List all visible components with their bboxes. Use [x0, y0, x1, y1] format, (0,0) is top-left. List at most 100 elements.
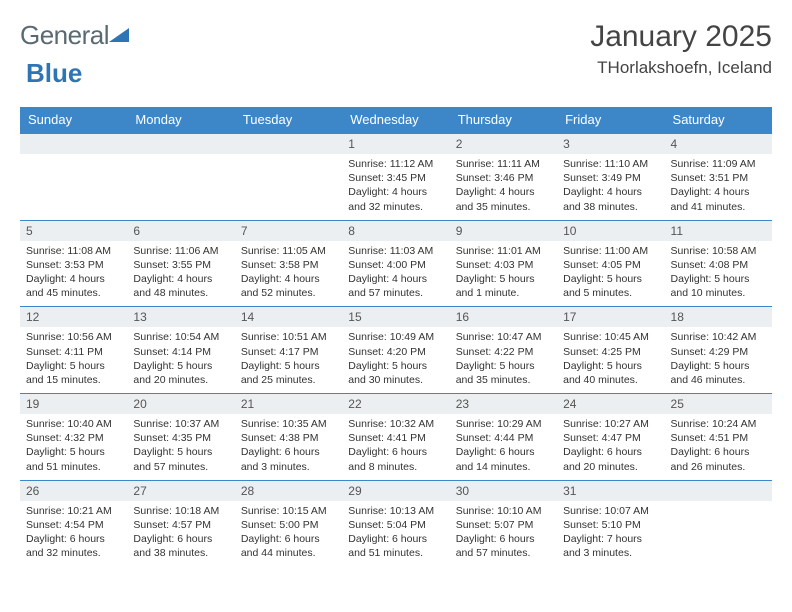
day-details: Sunrise: 10:13 AMSunset: 5:04 PMDaylight…: [342, 501, 449, 567]
day-number: 16: [450, 307, 557, 327]
day-number: 5: [20, 221, 127, 241]
calendar-cell: 21Sunrise: 10:35 AMSunset: 4:38 PMDaylig…: [235, 394, 342, 481]
calendar-cell: 18Sunrise: 10:42 AMSunset: 4:29 PMDaylig…: [665, 307, 772, 394]
weekday-header-row: Sunday Monday Tuesday Wednesday Thursday…: [20, 107, 772, 134]
day-details: Sunrise: 10:10 AMSunset: 5:07 PMDaylight…: [450, 501, 557, 567]
day-number: 12: [20, 307, 127, 327]
day-number: 17: [557, 307, 664, 327]
calendar-cell: [20, 134, 127, 221]
calendar-cell: 15Sunrise: 10:49 AMSunset: 4:20 PMDaylig…: [342, 307, 449, 394]
calendar-cell: 4Sunrise: 11:09 AMSunset: 3:51 PMDayligh…: [665, 134, 772, 221]
day-details: Sunrise: 11:11 AMSunset: 3:46 PMDaylight…: [450, 154, 557, 220]
day-number: 3: [557, 134, 664, 154]
calendar-cell: 10Sunrise: 11:00 AMSunset: 4:05 PMDaylig…: [557, 220, 664, 307]
calendar-cell: 5Sunrise: 11:08 AMSunset: 3:53 PMDayligh…: [20, 220, 127, 307]
day-number: [665, 481, 772, 501]
day-number: [235, 134, 342, 154]
day-details: Sunrise: 10:54 AMSunset: 4:14 PMDaylight…: [127, 327, 234, 393]
calendar-row: 12Sunrise: 10:56 AMSunset: 4:11 PMDaylig…: [20, 307, 772, 394]
day-details: Sunrise: 11:06 AMSunset: 3:55 PMDaylight…: [127, 241, 234, 307]
calendar-cell: 7Sunrise: 11:05 AMSunset: 3:58 PMDayligh…: [235, 220, 342, 307]
weekday-header: Saturday: [665, 107, 772, 134]
day-number: 18: [665, 307, 772, 327]
calendar-cell: 24Sunrise: 10:27 AMSunset: 4:47 PMDaylig…: [557, 394, 664, 481]
day-details: Sunrise: 11:00 AMSunset: 4:05 PMDaylight…: [557, 241, 664, 307]
day-number: 29: [342, 481, 449, 501]
calendar-cell: 14Sunrise: 10:51 AMSunset: 4:17 PMDaylig…: [235, 307, 342, 394]
day-details: Sunrise: 10:45 AMSunset: 4:25 PMDaylight…: [557, 327, 664, 393]
day-details: Sunrise: 11:12 AMSunset: 3:45 PMDaylight…: [342, 154, 449, 220]
day-number: 1: [342, 134, 449, 154]
calendar-cell: [127, 134, 234, 221]
day-details: Sunrise: 10:35 AMSunset: 4:38 PMDaylight…: [235, 414, 342, 480]
day-details: Sunrise: 10:15 AMSunset: 5:00 PMDaylight…: [235, 501, 342, 567]
day-number: 26: [20, 481, 127, 501]
calendar-cell: 29Sunrise: 10:13 AMSunset: 5:04 PMDaylig…: [342, 480, 449, 566]
calendar-cell: 30Sunrise: 10:10 AMSunset: 5:07 PMDaylig…: [450, 480, 557, 566]
day-number: 19: [20, 394, 127, 414]
day-number: 6: [127, 221, 234, 241]
calendar-row: 19Sunrise: 10:40 AMSunset: 4:32 PMDaylig…: [20, 394, 772, 481]
calendar-cell: 20Sunrise: 10:37 AMSunset: 4:35 PMDaylig…: [127, 394, 234, 481]
brand-word-1: General: [20, 20, 109, 51]
calendar-cell: 27Sunrise: 10:18 AMSunset: 4:57 PMDaylig…: [127, 480, 234, 566]
day-number: [20, 134, 127, 154]
day-number: 13: [127, 307, 234, 327]
day-details: Sunrise: 10:24 AMSunset: 4:51 PMDaylight…: [665, 414, 772, 480]
day-number: 28: [235, 481, 342, 501]
calendar-cell: 25Sunrise: 10:24 AMSunset: 4:51 PMDaylig…: [665, 394, 772, 481]
weekday-header: Monday: [127, 107, 234, 134]
day-number: 8: [342, 221, 449, 241]
brand-logo: General: [20, 20, 133, 51]
calendar-cell: 11Sunrise: 10:58 AMSunset: 4:08 PMDaylig…: [665, 220, 772, 307]
day-details: Sunrise: 10:40 AMSunset: 4:32 PMDaylight…: [20, 414, 127, 480]
weekday-header: Thursday: [450, 107, 557, 134]
day-details: Sunrise: 10:37 AMSunset: 4:35 PMDaylight…: [127, 414, 234, 480]
calendar-cell: 28Sunrise: 10:15 AMSunset: 5:00 PMDaylig…: [235, 480, 342, 566]
weekday-header: Wednesday: [342, 107, 449, 134]
day-details: Sunrise: 10:42 AMSunset: 4:29 PMDaylight…: [665, 327, 772, 393]
day-details: Sunrise: 11:03 AMSunset: 4:00 PMDaylight…: [342, 241, 449, 307]
calendar-cell: 2Sunrise: 11:11 AMSunset: 3:46 PMDayligh…: [450, 134, 557, 221]
day-number: 4: [665, 134, 772, 154]
day-number: 24: [557, 394, 664, 414]
day-number: 27: [127, 481, 234, 501]
day-details: Sunrise: 10:27 AMSunset: 4:47 PMDaylight…: [557, 414, 664, 480]
day-details: Sunrise: 10:49 AMSunset: 4:20 PMDaylight…: [342, 327, 449, 393]
calendar-cell: 31Sunrise: 10:07 AMSunset: 5:10 PMDaylig…: [557, 480, 664, 566]
day-number: 25: [665, 394, 772, 414]
day-details: Sunrise: 11:01 AMSunset: 4:03 PMDaylight…: [450, 241, 557, 307]
calendar-cell: 9Sunrise: 11:01 AMSunset: 4:03 PMDayligh…: [450, 220, 557, 307]
calendar-cell: 8Sunrise: 11:03 AMSunset: 4:00 PMDayligh…: [342, 220, 449, 307]
month-title: January 2025: [590, 20, 772, 54]
day-details: Sunrise: 10:51 AMSunset: 4:17 PMDaylight…: [235, 327, 342, 393]
day-details: Sunrise: 11:05 AMSunset: 3:58 PMDaylight…: [235, 241, 342, 307]
calendar-row: 5Sunrise: 11:08 AMSunset: 3:53 PMDayligh…: [20, 220, 772, 307]
calendar-row: 26Sunrise: 10:21 AMSunset: 4:54 PMDaylig…: [20, 480, 772, 566]
day-number: [127, 134, 234, 154]
day-details: Sunrise: 10:29 AMSunset: 4:44 PMDaylight…: [450, 414, 557, 480]
day-number: 11: [665, 221, 772, 241]
day-details: Sunrise: 10:32 AMSunset: 4:41 PMDaylight…: [342, 414, 449, 480]
calendar-cell: 3Sunrise: 11:10 AMSunset: 3:49 PMDayligh…: [557, 134, 664, 221]
day-number: 20: [127, 394, 234, 414]
day-number: 10: [557, 221, 664, 241]
brand-triangle-icon: [111, 20, 131, 51]
calendar-cell: 13Sunrise: 10:54 AMSunset: 4:14 PMDaylig…: [127, 307, 234, 394]
calendar-cell: 12Sunrise: 10:56 AMSunset: 4:11 PMDaylig…: [20, 307, 127, 394]
weekday-header: Tuesday: [235, 107, 342, 134]
day-number: 14: [235, 307, 342, 327]
calendar-cell: 17Sunrise: 10:45 AMSunset: 4:25 PMDaylig…: [557, 307, 664, 394]
calendar-table: Sunday Monday Tuesday Wednesday Thursday…: [20, 107, 772, 566]
day-details: Sunrise: 10:58 AMSunset: 4:08 PMDaylight…: [665, 241, 772, 307]
day-number: 2: [450, 134, 557, 154]
day-details: Sunrise: 10:07 AMSunset: 5:10 PMDaylight…: [557, 501, 664, 567]
day-number: 15: [342, 307, 449, 327]
day-number: 9: [450, 221, 557, 241]
calendar-cell: [665, 480, 772, 566]
day-details: Sunrise: 10:21 AMSunset: 4:54 PMDaylight…: [20, 501, 127, 567]
day-details: Sunrise: 11:08 AMSunset: 3:53 PMDaylight…: [20, 241, 127, 307]
day-number: 21: [235, 394, 342, 414]
calendar-cell: 6Sunrise: 11:06 AMSunset: 3:55 PMDayligh…: [127, 220, 234, 307]
day-details: Sunrise: 10:18 AMSunset: 4:57 PMDaylight…: [127, 501, 234, 567]
